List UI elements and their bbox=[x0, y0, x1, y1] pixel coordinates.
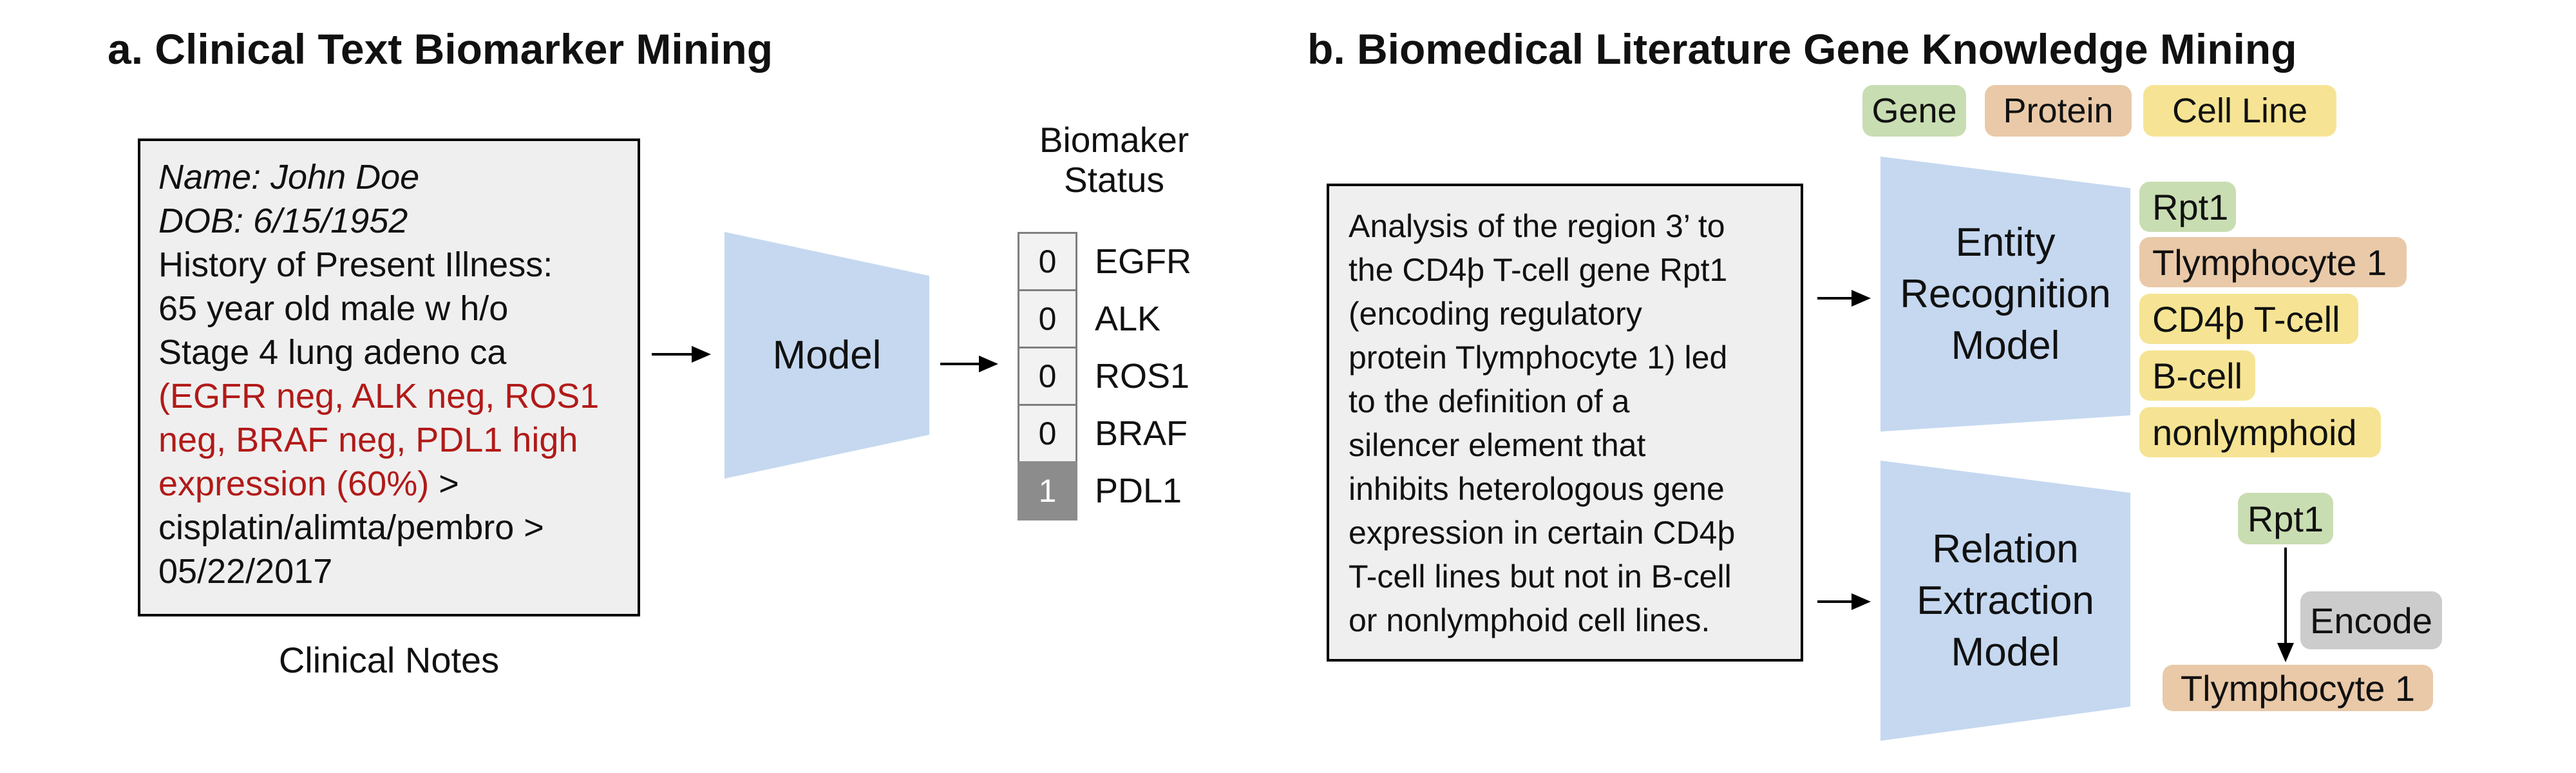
model-to-output-arrow bbox=[940, 363, 980, 365]
biomarker-value: 0 bbox=[1038, 415, 1057, 452]
abstract-line: T-cell lines but not in B-cell bbox=[1349, 558, 1732, 595]
biomarker-value: 1 bbox=[1038, 473, 1057, 509]
clinical-note-line: neg, BRAF neg, PDL1 high bbox=[158, 421, 578, 459]
biomarker-value: 0 bbox=[1038, 243, 1057, 280]
clinical-note-line: expression (60%) > bbox=[158, 464, 459, 503]
entity-chip-cell-line: B-cell bbox=[2139, 350, 2255, 401]
biomarker-value: 0 bbox=[1038, 358, 1057, 394]
entity-chip-cell-line: CD4þ T-cell bbox=[2139, 294, 2358, 344]
abstract-line: inhibits heterologous gene bbox=[1349, 471, 1725, 507]
abstract-line: (encoding regulatory bbox=[1349, 296, 1642, 332]
clinical-notes-box: Name: John Doe DOB: 6/15/1952 History of… bbox=[138, 138, 640, 616]
panel-b-title: b. Biomedical Literature Gene Knowledge … bbox=[1307, 25, 2297, 73]
legend-chip-protein: Protein bbox=[1985, 85, 2132, 137]
biomarker-label: PDL1 bbox=[1095, 472, 1182, 510]
notes-to-model-arrow bbox=[652, 353, 693, 356]
entity-recognition-trapezoid: Entity Recognition Model bbox=[1880, 157, 2130, 432]
abstract-line: silencer element that bbox=[1349, 427, 1646, 463]
relation-extraction-trapezoid: Relation Extraction Model bbox=[1880, 461, 2130, 741]
relation-head-chip: Rpt1 bbox=[2238, 493, 2333, 544]
abstract-box: Analysis of the region 3’ to the CD4þ T-… bbox=[1327, 184, 1803, 662]
biomarker-cell: 0 bbox=[1018, 347, 1077, 406]
biomarker-header-line2: Status bbox=[1064, 160, 1164, 200]
biomarker-label: ROS1 bbox=[1095, 357, 1190, 396]
entity-chip-protein: Tlymphocyte 1 bbox=[2139, 237, 2407, 287]
entity-chip-gene: Rpt1 bbox=[2139, 182, 2236, 232]
clinical-note-line: (EGFR neg, ALK neg, ROS1 bbox=[158, 377, 600, 415]
model-trapezoid: Model bbox=[724, 232, 929, 479]
clinical-notes-caption: Clinical Notes bbox=[278, 640, 500, 680]
abstract-to-relation-model-arrow bbox=[1817, 600, 1853, 603]
biomarker-cell: 0 bbox=[1018, 289, 1077, 348]
biomarker-status-header: Biomaker Status bbox=[1005, 120, 1224, 200]
entity-chip-cell-line: nonlymphoid bbox=[2139, 407, 2381, 457]
entity-recognition-label: Entity Recognition Model bbox=[1900, 220, 2111, 368]
biomarker-cell-positive: 1 bbox=[1018, 461, 1077, 520]
relation-extraction-label: Relation Extraction Model bbox=[1917, 526, 2094, 674]
biomarker-label: BRAF bbox=[1095, 414, 1188, 453]
biomarker-label: EGFR bbox=[1095, 242, 1192, 281]
relation-arrow-down bbox=[2284, 548, 2287, 644]
biomarker-header-line1: Biomaker bbox=[1039, 120, 1189, 160]
abstract-line: expression in certain CD4þ bbox=[1349, 515, 1736, 551]
clinical-note-line: History of Present Illness: bbox=[158, 245, 553, 284]
biomarker-cell: 0 bbox=[1018, 404, 1077, 463]
clinical-note-line: Stage 4 lung adeno ca bbox=[158, 333, 507, 372]
abstract-line: protein Tlymphocyte 1) led bbox=[1349, 339, 1728, 376]
clinical-note-line: DOB: 6/15/1952 bbox=[158, 202, 408, 240]
biomarker-value: 0 bbox=[1038, 301, 1057, 337]
clinical-note-line: 05/22/2017 bbox=[158, 552, 333, 591]
biomarker-label: ALK bbox=[1095, 300, 1161, 338]
abstract-line: to the definition of a bbox=[1349, 383, 1630, 419]
panel-a-title: a. Clinical Text Biomarker Mining bbox=[108, 25, 773, 73]
abstract-line: the CD4þ T-cell gene Rpt1 bbox=[1349, 252, 1728, 288]
clinical-note-line: Name: John Doe bbox=[158, 158, 420, 196]
clinical-note-line: 65 year old male w h/o bbox=[158, 289, 509, 328]
abstract-line: Analysis of the region 3’ to bbox=[1349, 208, 1725, 244]
legend-chip-gene: Gene bbox=[1862, 85, 1966, 137]
clinical-note-line: cisplatin/alimta/pembro > bbox=[158, 508, 544, 547]
abstract-to-entity-model-arrow bbox=[1817, 297, 1853, 300]
biomarker-cell: 0 bbox=[1018, 232, 1077, 291]
legend-chip-cell-line: Cell Line bbox=[2143, 85, 2336, 137]
abstract-line: or nonlymphoid cell lines. bbox=[1349, 602, 1710, 638]
model-label: Model bbox=[772, 332, 882, 377]
relation-tail-chip: Tlymphocyte 1 bbox=[2163, 665, 2433, 711]
relation-edge-chip: Encode bbox=[2300, 591, 2442, 649]
